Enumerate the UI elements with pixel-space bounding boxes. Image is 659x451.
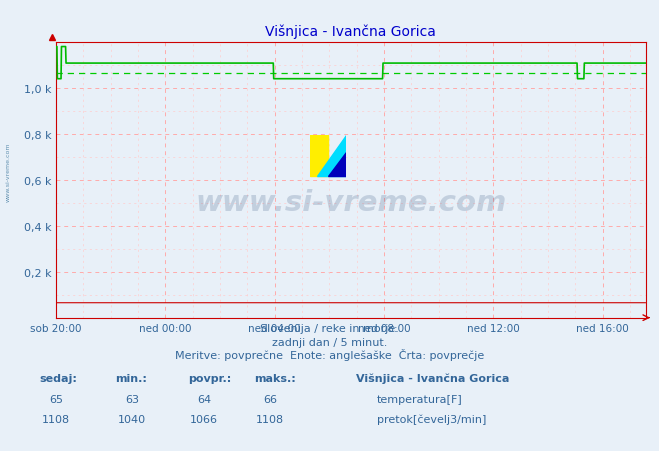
Text: pretok[čevelj3/min]: pretok[čevelj3/min] bbox=[377, 413, 486, 423]
Text: min.:: min.: bbox=[115, 373, 147, 383]
Text: zadnji dan / 5 minut.: zadnji dan / 5 minut. bbox=[272, 337, 387, 347]
Text: temperatura[F]: temperatura[F] bbox=[377, 394, 463, 404]
Text: 66: 66 bbox=[263, 394, 277, 404]
Text: 65: 65 bbox=[49, 394, 63, 404]
Polygon shape bbox=[328, 153, 346, 176]
Text: www.si-vreme.com: www.si-vreme.com bbox=[5, 142, 11, 201]
Text: maks.:: maks.: bbox=[254, 373, 295, 383]
Text: 1108: 1108 bbox=[42, 414, 70, 423]
Polygon shape bbox=[317, 135, 346, 176]
Text: Višnjica - Ivančna Gorica: Višnjica - Ivančna Gorica bbox=[356, 373, 509, 383]
Text: www.si-vreme.com: www.si-vreme.com bbox=[195, 189, 507, 216]
Text: Meritve: povprečne  Enote: anglešaške  Črta: povprečje: Meritve: povprečne Enote: anglešaške Črt… bbox=[175, 349, 484, 360]
Bar bbox=[310, 135, 328, 176]
Text: Slovenija / reke in morje.: Slovenija / reke in morje. bbox=[260, 323, 399, 333]
Text: 1040: 1040 bbox=[118, 414, 146, 423]
Text: 63: 63 bbox=[125, 394, 139, 404]
Text: 1108: 1108 bbox=[256, 414, 284, 423]
Text: 64: 64 bbox=[197, 394, 212, 404]
Text: povpr.:: povpr.: bbox=[188, 373, 231, 383]
Title: Višnjica - Ivančna Gorica: Višnjica - Ivančna Gorica bbox=[266, 24, 436, 39]
Text: 1066: 1066 bbox=[190, 414, 218, 423]
Text: sedaj:: sedaj: bbox=[40, 373, 77, 383]
